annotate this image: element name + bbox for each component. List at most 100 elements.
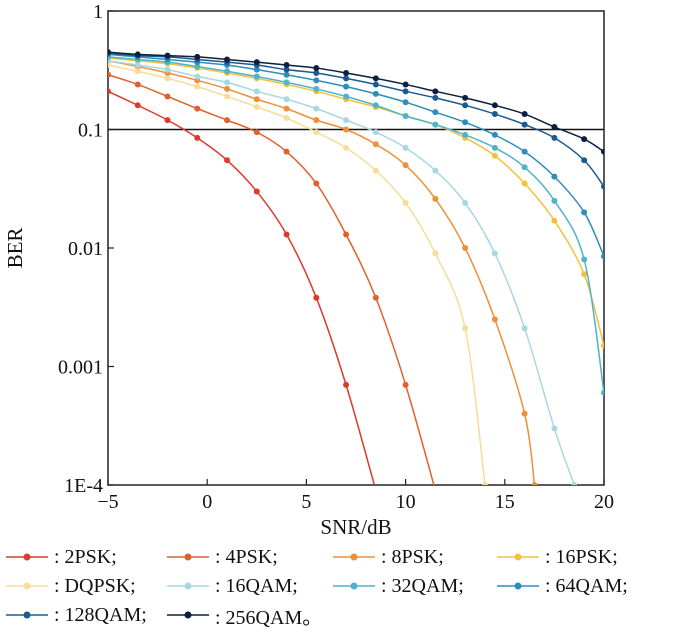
data-point-16qam — [491, 250, 498, 257]
data-point-32qam — [551, 197, 558, 204]
data-point-256qam — [581, 136, 588, 143]
data-point-16qam — [462, 199, 469, 206]
series-8psk — [108, 57, 538, 485]
data-point-16qam — [551, 425, 558, 432]
data-point-2psk — [313, 294, 320, 301]
data-point-256qam — [372, 75, 379, 82]
data-point-64qam — [521, 148, 528, 155]
data-point-256qam — [343, 69, 350, 76]
data-point-64qam — [372, 90, 379, 97]
data-point-16qam — [224, 79, 231, 86]
series-256qam — [108, 49, 604, 155]
series-line-2psk — [108, 90, 376, 485]
legend-swatch-16psk — [497, 553, 539, 561]
data-point-256qam — [402, 81, 409, 88]
data-point-4psk — [194, 105, 201, 112]
data-point-64qam — [581, 209, 588, 216]
data-point-128qam — [313, 69, 320, 76]
data-point-256qam — [134, 51, 141, 58]
data-point-4psk — [372, 294, 379, 301]
data-point-256qam — [521, 111, 528, 118]
data-point-32qam — [224, 68, 231, 75]
legend-label-128qam: : 128QAM; — [54, 603, 147, 626]
data-point-16qam — [313, 105, 320, 112]
series-16qam — [108, 57, 578, 485]
data-point-2psk — [373, 487, 379, 493]
legend-label-8psk: : 8PSK; — [381, 545, 444, 568]
data-point-128qam — [551, 134, 558, 141]
series-line-16qam — [108, 60, 575, 485]
data-point-4psk — [313, 180, 320, 187]
data-point-128qam — [601, 183, 604, 190]
data-point-8psk — [402, 162, 409, 169]
data-point-dqpsk — [402, 199, 409, 206]
legend-swatch-4psk — [167, 553, 209, 561]
x-tick-label: −5 — [97, 491, 118, 513]
data-point-8psk — [491, 316, 498, 323]
legend-swatch-256qam — [167, 611, 209, 619]
data-point-32qam — [402, 112, 409, 119]
x-axis-label: SNR/dB — [320, 515, 391, 539]
data-point-16qam — [402, 144, 409, 151]
data-point-256qam — [491, 102, 498, 109]
data-point-256qam — [551, 123, 558, 130]
data-point-256qam — [601, 148, 604, 155]
data-point-64qam — [551, 173, 558, 180]
data-point-2psk — [164, 117, 171, 124]
y-tick-label: 1E-4 — [64, 475, 103, 497]
data-point-16qam — [253, 88, 260, 95]
data-point-256qam — [194, 53, 201, 60]
series-line-16psk — [108, 57, 604, 346]
y-tick-label: 0.01 — [68, 238, 103, 260]
data-point-256qam — [253, 59, 260, 66]
data-point-128qam — [491, 111, 498, 118]
legend-item-64qam: : 64QAM; — [495, 573, 628, 599]
data-point-8psk — [224, 85, 231, 92]
series-32qam — [108, 53, 604, 396]
data-point-dqpsk — [481, 482, 488, 485]
y-axis-label: BER — [3, 228, 27, 269]
legend-label-2psk: : 2PSK; — [54, 545, 117, 568]
data-point-32qam — [372, 102, 379, 109]
data-point-4psk — [224, 117, 231, 124]
data-point-64qam — [462, 119, 469, 126]
data-point-16psk — [551, 217, 558, 224]
data-point-dqpsk — [164, 75, 171, 82]
data-point-32qam — [343, 93, 350, 100]
data-point-dqpsk — [343, 144, 350, 151]
legend-swatch-8psk — [333, 553, 375, 561]
data-point-64qam — [343, 83, 350, 90]
data-point-dqpsk — [462, 325, 469, 332]
data-point-2psk — [253, 188, 260, 195]
data-point-16qam — [164, 66, 171, 73]
data-point-2psk — [194, 134, 201, 141]
data-point-32qam — [601, 389, 604, 396]
data-point-dqpsk — [253, 103, 260, 110]
data-point-128qam — [283, 66, 290, 73]
data-point-8psk — [432, 195, 439, 202]
x-tick-label: 0 — [202, 491, 212, 513]
data-point-8psk — [253, 96, 260, 103]
data-point-4psk — [253, 129, 260, 136]
legend-item-32qam: : 32QAM; — [331, 573, 464, 599]
data-point-128qam — [372, 81, 379, 88]
data-point-8psk — [343, 126, 350, 133]
data-point-16qam — [283, 96, 290, 103]
data-point-8psk — [283, 105, 290, 112]
data-point-128qam — [432, 94, 439, 101]
data-point-32qam — [432, 121, 439, 128]
data-point-128qam — [521, 121, 528, 128]
data-point-256qam — [224, 56, 231, 63]
data-point-16qam — [571, 482, 578, 485]
data-point-4psk — [432, 487, 438, 493]
legend-swatch-16qam — [167, 582, 209, 590]
legend-label-16qam: : 16QAM; — [215, 574, 298, 597]
legend-item-16qam: : 16QAM; — [165, 573, 298, 599]
data-point-32qam — [491, 144, 498, 151]
data-point-2psk — [108, 88, 111, 95]
data-point-32qam — [194, 63, 201, 70]
legend-item-8psk: : 8PSK; — [331, 544, 444, 570]
legend-item-128qam: : 128QAM; — [4, 602, 147, 628]
legend-item-2psk: : 2PSK; — [4, 544, 117, 570]
series-64qam — [108, 51, 604, 260]
